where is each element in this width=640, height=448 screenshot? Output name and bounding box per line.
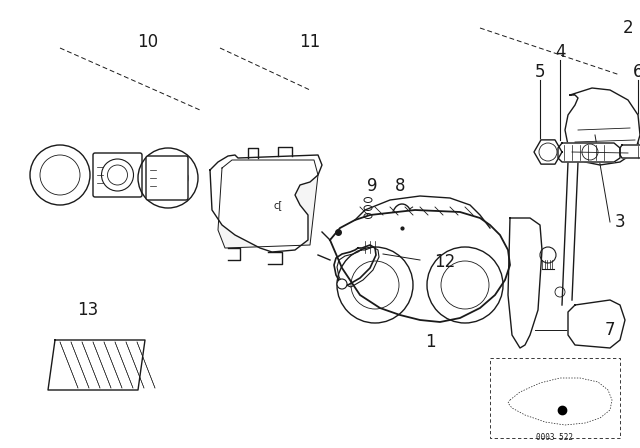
Polygon shape xyxy=(218,160,318,248)
Text: 10: 10 xyxy=(138,33,159,51)
Polygon shape xyxy=(534,140,562,164)
Text: 13: 13 xyxy=(77,301,99,319)
Polygon shape xyxy=(210,155,322,252)
Text: 0003 522: 0003 522 xyxy=(536,434,573,443)
Polygon shape xyxy=(508,218,542,348)
Text: 1: 1 xyxy=(425,333,435,351)
Polygon shape xyxy=(568,300,625,348)
Text: 7: 7 xyxy=(605,321,615,339)
Text: 9: 9 xyxy=(367,177,377,195)
Text: 2: 2 xyxy=(623,19,634,37)
Polygon shape xyxy=(330,210,510,322)
Text: 11: 11 xyxy=(300,33,321,51)
Polygon shape xyxy=(558,143,620,162)
FancyBboxPatch shape xyxy=(146,156,188,200)
Text: 12: 12 xyxy=(435,253,456,271)
Text: c[: c[ xyxy=(273,200,283,210)
Polygon shape xyxy=(48,340,145,390)
FancyBboxPatch shape xyxy=(358,238,384,256)
Text: 8: 8 xyxy=(395,177,405,195)
Polygon shape xyxy=(620,145,640,158)
Polygon shape xyxy=(565,88,640,165)
Text: 4: 4 xyxy=(555,43,565,61)
Circle shape xyxy=(337,279,347,289)
Text: 6: 6 xyxy=(633,63,640,81)
Text: 3: 3 xyxy=(614,213,625,231)
FancyBboxPatch shape xyxy=(93,153,142,197)
Text: 5: 5 xyxy=(535,63,545,81)
